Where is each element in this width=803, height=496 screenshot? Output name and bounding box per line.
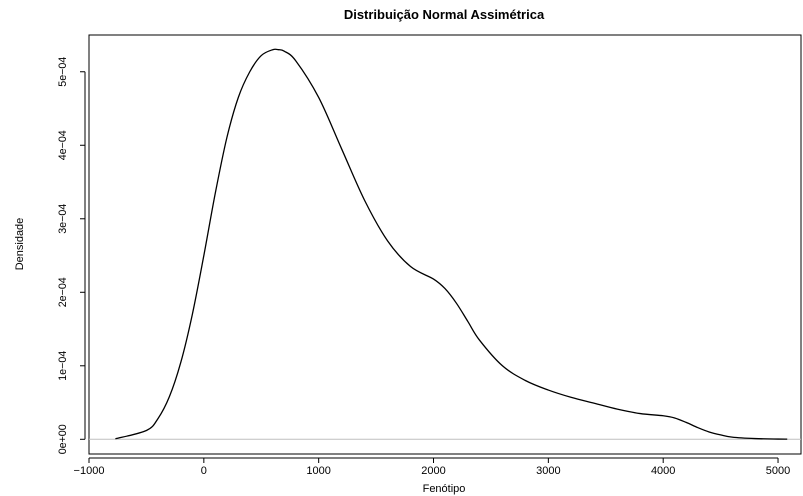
chart-title: Distribuição Normal Assimétrica <box>344 7 545 22</box>
x-tick-label: 1000 <box>306 465 330 477</box>
x-tick-label: −1000 <box>74 465 105 477</box>
x-tick-label: 2000 <box>421 465 445 477</box>
x-tick-label: 3000 <box>536 465 560 477</box>
y-axis-label: Densidade <box>14 218 26 271</box>
plot-frame <box>88 34 802 455</box>
y-tick-label: 2e−04 <box>57 277 69 307</box>
density-curve <box>115 48 788 440</box>
y-tick-label: 3e−04 <box>57 204 69 234</box>
x-axis-label: Fenótipo <box>423 483 466 495</box>
y-axis: 0e+00 1e−04 2e−04 3e−04 4e−04 5e−04 <box>57 57 86 454</box>
y-tick-label: 0e+00 <box>57 424 69 454</box>
x-axis: −1000 0 1000 2000 3000 4000 5000 <box>74 457 790 477</box>
y-tick-label: 4e−04 <box>57 130 69 160</box>
y-tick-label: 5e−04 <box>57 57 69 87</box>
y-tick-label: 1e−04 <box>57 351 69 381</box>
x-tick-label: 0 <box>201 465 207 477</box>
x-tick-label: 4000 <box>651 465 675 477</box>
series-layer <box>115 48 788 440</box>
x-tick-label: 5000 <box>766 465 790 477</box>
